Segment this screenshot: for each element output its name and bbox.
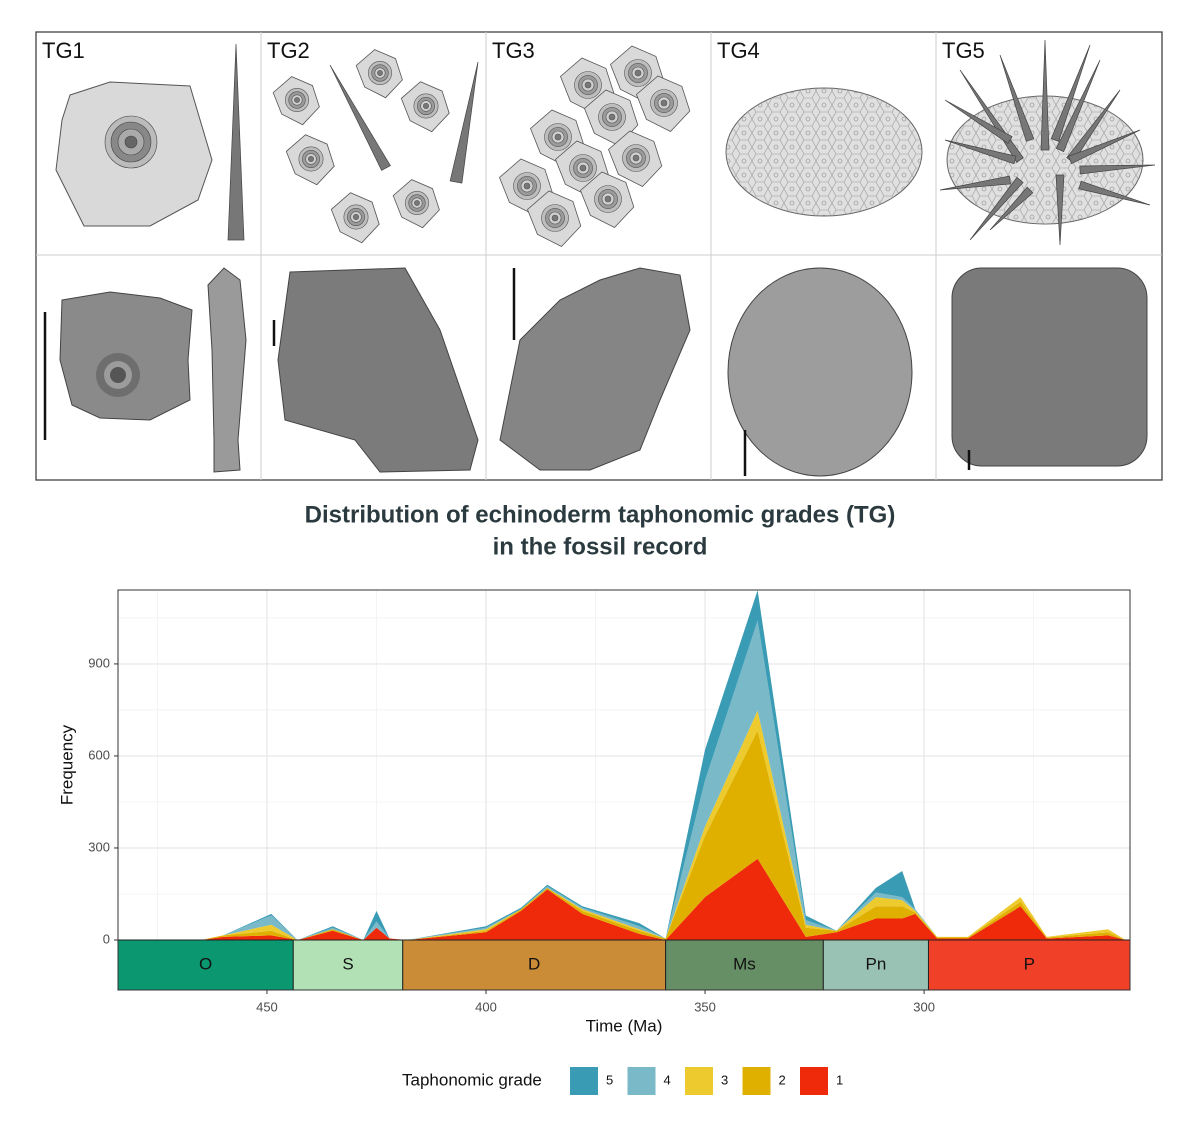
y-tick-label: 900 xyxy=(88,655,110,670)
tubercle xyxy=(352,214,359,221)
spine xyxy=(944,139,1017,165)
y-axis-title: Frequency xyxy=(57,724,76,805)
period-band xyxy=(402,939,667,990)
spine xyxy=(1055,59,1101,153)
tubercle xyxy=(294,97,300,103)
tubercle xyxy=(124,135,138,149)
spine xyxy=(1055,174,1065,246)
period-label: O xyxy=(199,954,212,973)
panel-label: TG4 xyxy=(717,38,760,63)
legend-key xyxy=(800,1067,828,1095)
panel-label: TG2 xyxy=(267,38,310,63)
period-band xyxy=(292,939,404,990)
area xyxy=(179,730,1126,940)
area xyxy=(179,858,1126,940)
legend-label: 5 xyxy=(606,1072,613,1087)
spine xyxy=(1050,44,1091,142)
legend-key xyxy=(685,1067,713,1095)
spine xyxy=(1067,129,1141,165)
spine xyxy=(329,64,391,171)
tubercle xyxy=(414,200,420,206)
period-label: S xyxy=(342,954,353,973)
chart-title: in the fossil record xyxy=(493,533,708,560)
fossil-photo xyxy=(951,267,1148,467)
legend-label: 3 xyxy=(721,1072,728,1087)
spine xyxy=(989,186,1034,231)
tubercle xyxy=(422,103,429,110)
x-axis-title: Time (Ma) xyxy=(586,1016,663,1035)
period-band xyxy=(118,939,294,990)
tubercle xyxy=(377,70,383,76)
spine xyxy=(999,54,1035,142)
spine xyxy=(449,61,479,184)
tubercle xyxy=(608,113,616,121)
period-band xyxy=(822,939,929,990)
legend-label: 4 xyxy=(664,1072,671,1087)
legend-key xyxy=(627,1067,656,1095)
legend-label: 1 xyxy=(836,1072,843,1087)
tubercle xyxy=(579,164,587,172)
spine xyxy=(939,175,1011,191)
tubercle xyxy=(584,81,592,89)
y-tick-label: 300 xyxy=(88,839,110,854)
fossil-photo xyxy=(277,267,479,473)
tubercle xyxy=(307,156,314,163)
spine xyxy=(1078,180,1151,206)
tubercle xyxy=(660,99,668,107)
tubercle xyxy=(632,154,640,162)
period-label: Ms xyxy=(733,954,756,973)
tubercle xyxy=(604,195,612,203)
x-tick-label: 300 xyxy=(913,999,935,1014)
tubercle xyxy=(523,182,531,190)
plot-area xyxy=(118,590,1130,990)
fossil-photo xyxy=(207,267,247,473)
x-tick-label: 350 xyxy=(694,999,716,1014)
tubercle xyxy=(551,214,559,222)
spine xyxy=(1040,39,1050,151)
legend-title: Taphonomic grade xyxy=(402,1070,542,1089)
test-pattern xyxy=(726,88,922,216)
tubercle xyxy=(554,133,562,141)
panel-label: TG5 xyxy=(942,38,985,63)
legend-label: 2 xyxy=(779,1072,786,1087)
tubercle xyxy=(634,69,642,77)
y-tick-label: 0 xyxy=(103,931,110,946)
period-label: Pn xyxy=(866,954,887,973)
chart-title: Distribution of echinoderm taphonomic gr… xyxy=(305,501,896,528)
period-label: D xyxy=(528,954,540,973)
spine xyxy=(969,176,1024,241)
fossil-photo xyxy=(727,267,913,477)
x-tick-label: 400 xyxy=(475,999,497,1014)
illustrations: TG1 TG2 TG3 TG4 TG5 xyxy=(36,32,1162,480)
panel-label: TG1 xyxy=(42,38,85,63)
period-band xyxy=(927,939,1130,990)
period-label: P xyxy=(1024,954,1035,973)
legend-key xyxy=(742,1067,771,1095)
fossil-photo xyxy=(110,367,126,383)
spine xyxy=(1079,164,1156,175)
x-tick-label: 450 xyxy=(256,999,278,1014)
fossil-photo xyxy=(499,267,691,471)
plot-border xyxy=(117,589,1131,991)
spine xyxy=(227,43,245,241)
y-tick-label: 600 xyxy=(88,747,110,762)
chart: Distribution of echinoderm taphonomic gr… xyxy=(57,501,1131,1095)
legend-key xyxy=(570,1067,598,1095)
panel-label: TG3 xyxy=(492,38,535,63)
spine xyxy=(944,99,1013,144)
